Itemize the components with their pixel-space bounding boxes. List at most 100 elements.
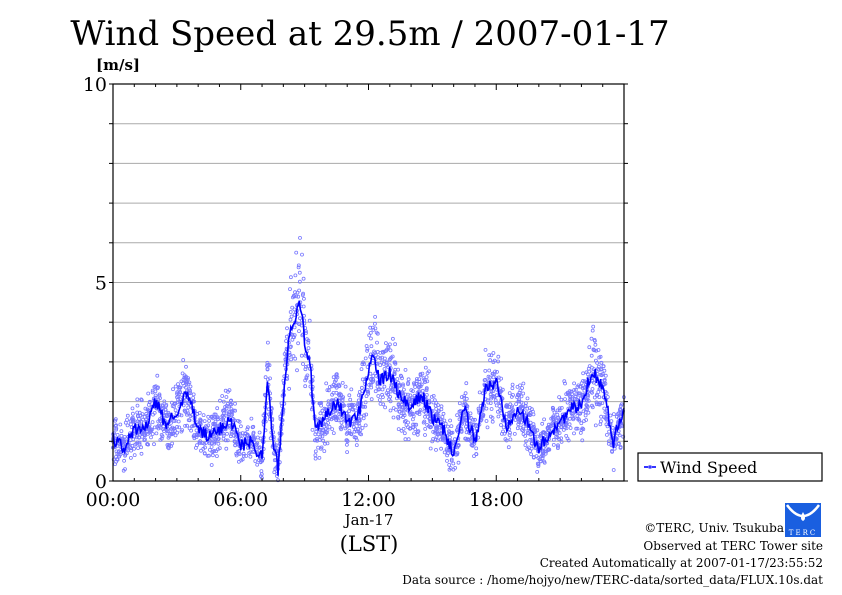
data-point bbox=[352, 421, 357, 426]
series-line-wind-speed bbox=[112, 300, 625, 476]
data-point bbox=[416, 402, 421, 407]
y-tick-label: 10 bbox=[83, 74, 107, 96]
data-point bbox=[510, 404, 514, 409]
data-point bbox=[401, 426, 406, 431]
data-point bbox=[414, 381, 419, 386]
data-point bbox=[396, 416, 401, 421]
data-point bbox=[445, 458, 449, 463]
data-point bbox=[364, 412, 369, 417]
data-point bbox=[618, 445, 623, 450]
data-point bbox=[577, 391, 581, 396]
legend: Wind Speed bbox=[637, 452, 823, 482]
data-point bbox=[130, 411, 135, 416]
data-point bbox=[563, 425, 567, 430]
data-point bbox=[593, 342, 598, 347]
data-point bbox=[425, 379, 430, 384]
data-point bbox=[135, 419, 140, 424]
data-point bbox=[213, 437, 218, 442]
data-point bbox=[406, 437, 411, 442]
data-point bbox=[528, 420, 533, 425]
data-point bbox=[572, 431, 576, 436]
x-tick-label: 12:00 bbox=[341, 489, 396, 511]
data-point bbox=[238, 433, 243, 438]
data-point bbox=[297, 279, 302, 284]
data-point bbox=[578, 430, 583, 435]
data-point bbox=[434, 435, 439, 440]
data-point bbox=[443, 421, 448, 426]
data-point bbox=[557, 408, 562, 413]
data-point bbox=[543, 434, 548, 439]
data-point bbox=[409, 398, 414, 402]
data-point bbox=[325, 441, 330, 446]
data-point bbox=[489, 353, 494, 358]
data-point bbox=[268, 376, 272, 381]
data-point bbox=[221, 436, 226, 441]
data-point bbox=[331, 431, 336, 436]
data-point bbox=[315, 438, 320, 443]
data-point bbox=[375, 340, 379, 345]
data-point bbox=[591, 324, 596, 329]
data-point bbox=[210, 416, 215, 421]
data-point bbox=[587, 345, 592, 350]
data-point bbox=[147, 430, 152, 435]
data-point bbox=[577, 418, 582, 423]
data-point bbox=[621, 434, 626, 439]
data-point bbox=[474, 446, 479, 451]
data-point bbox=[447, 467, 452, 472]
data-point bbox=[388, 408, 393, 413]
data-point bbox=[216, 437, 220, 442]
data-point bbox=[339, 420, 344, 425]
data-point bbox=[135, 440, 140, 445]
data-point bbox=[305, 337, 309, 342]
data-point bbox=[233, 418, 237, 423]
data-point bbox=[368, 336, 373, 341]
data-point bbox=[357, 423, 362, 428]
data-point bbox=[422, 377, 427, 382]
data-point bbox=[215, 415, 220, 420]
data-point bbox=[430, 439, 435, 444]
data-point bbox=[495, 369, 499, 374]
data-point bbox=[359, 367, 364, 372]
data-point bbox=[388, 389, 393, 394]
data-point bbox=[207, 453, 211, 458]
data-point bbox=[417, 384, 422, 389]
data-point bbox=[472, 454, 476, 459]
data-point bbox=[166, 410, 171, 415]
data-point bbox=[447, 462, 452, 467]
data-point bbox=[523, 403, 528, 408]
data-point bbox=[496, 354, 501, 359]
data-point bbox=[477, 390, 482, 395]
data-point bbox=[195, 432, 199, 437]
data-point bbox=[396, 402, 401, 407]
data-point bbox=[488, 358, 493, 363]
data-point bbox=[246, 433, 250, 438]
data-point bbox=[143, 406, 148, 411]
data-point bbox=[486, 400, 491, 405]
data-point bbox=[424, 388, 429, 393]
data-point bbox=[381, 402, 386, 407]
data-point bbox=[294, 250, 299, 255]
data-point bbox=[401, 411, 406, 416]
data-point bbox=[363, 423, 368, 428]
data-point bbox=[167, 443, 172, 448]
data-point bbox=[559, 439, 564, 444]
data-point bbox=[514, 402, 518, 407]
data-point bbox=[442, 418, 447, 423]
data-point bbox=[424, 375, 429, 380]
data-point bbox=[136, 446, 140, 451]
data-point bbox=[327, 385, 332, 389]
data-point bbox=[422, 380, 427, 384]
data-point bbox=[559, 424, 564, 429]
data-point bbox=[585, 403, 589, 408]
data-point bbox=[599, 419, 603, 424]
data-point bbox=[463, 391, 468, 396]
data-point bbox=[531, 422, 536, 427]
data-point bbox=[351, 407, 356, 412]
data-point bbox=[122, 458, 126, 463]
data-point bbox=[576, 411, 581, 416]
data-point bbox=[594, 402, 599, 407]
data-point bbox=[617, 433, 622, 438]
data-point bbox=[320, 408, 325, 413]
data-point bbox=[395, 396, 399, 401]
data-point bbox=[485, 425, 490, 430]
